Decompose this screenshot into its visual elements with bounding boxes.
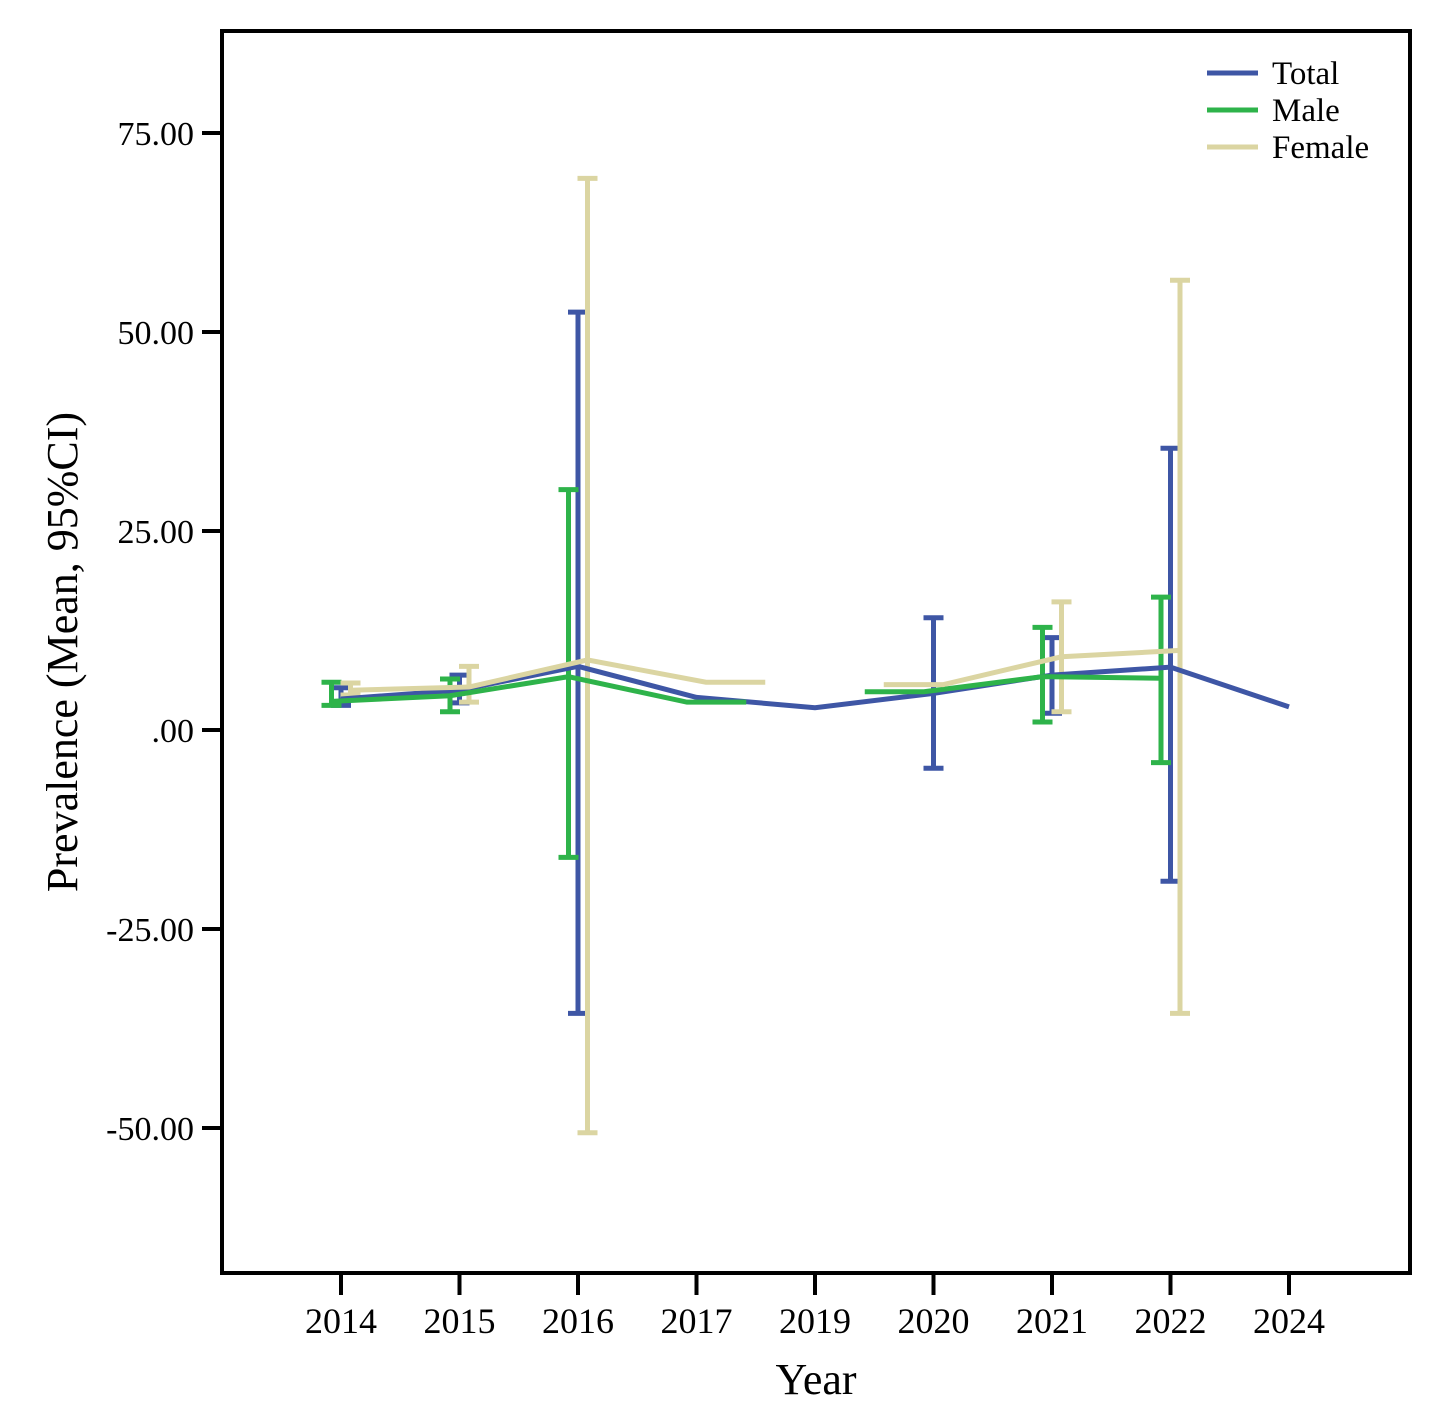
x-tick-label: 2015 bbox=[424, 1301, 496, 1341]
legend-label-male: Male bbox=[1272, 93, 1340, 129]
series-line-male bbox=[864, 674, 1162, 695]
series-line-female bbox=[883, 647, 1181, 688]
series-line-male bbox=[331, 674, 747, 705]
x-tick-label: 2022 bbox=[1135, 1301, 1207, 1341]
series-line-female bbox=[350, 657, 766, 693]
y-tick-label: 50.00 bbox=[118, 315, 195, 352]
y-tick-label: -50.00 bbox=[106, 1111, 194, 1148]
x-tick-label: 2021 bbox=[1016, 1301, 1088, 1341]
legend-label-total: Total bbox=[1272, 56, 1339, 92]
x-tick-label: 2024 bbox=[1253, 1301, 1325, 1341]
y-tick-label: -25.00 bbox=[106, 912, 194, 949]
y-tick-label: 75.00 bbox=[118, 116, 195, 153]
x-tick-label: 2019 bbox=[779, 1301, 851, 1341]
legend-label-female: Female bbox=[1272, 130, 1369, 166]
plot-frame bbox=[220, 29, 1412, 1275]
x-tick-label: 2016 bbox=[542, 1301, 614, 1341]
x-tick-label: 2014 bbox=[305, 1301, 377, 1341]
x-tick-label: 2017 bbox=[661, 1301, 733, 1341]
x-tick-label: 2020 bbox=[898, 1301, 970, 1341]
y-tick-label: .00 bbox=[152, 713, 195, 750]
x-axis-title: Year bbox=[775, 1355, 857, 1404]
y-axis-title: Prevalence (Mean, 95%CI) bbox=[38, 411, 87, 893]
y-tick-label: 25.00 bbox=[118, 514, 195, 551]
series-line-total bbox=[340, 663, 1290, 711]
